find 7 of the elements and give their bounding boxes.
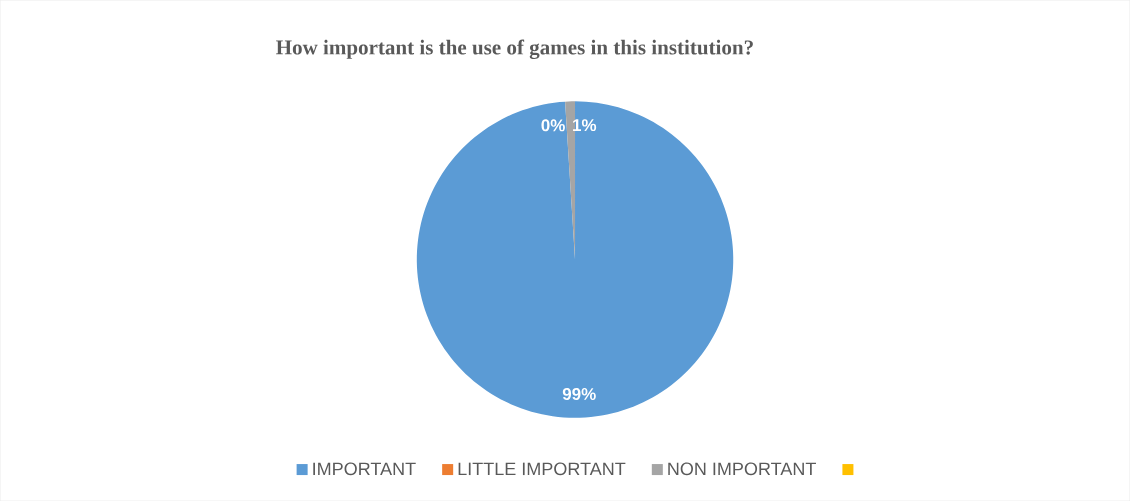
legend-label: IMPORTANT [313, 462, 416, 476]
legend-label: NON IMPORTANT [668, 462, 816, 476]
chart-title: How important is the use of games in this institution? [276, 39, 753, 59]
data-label: 99% [562, 387, 596, 400]
text: 0% [541, 119, 565, 132]
legend-label: LITTLE IMPORTANT [458, 462, 626, 476]
data-label: 1% [573, 119, 597, 132]
